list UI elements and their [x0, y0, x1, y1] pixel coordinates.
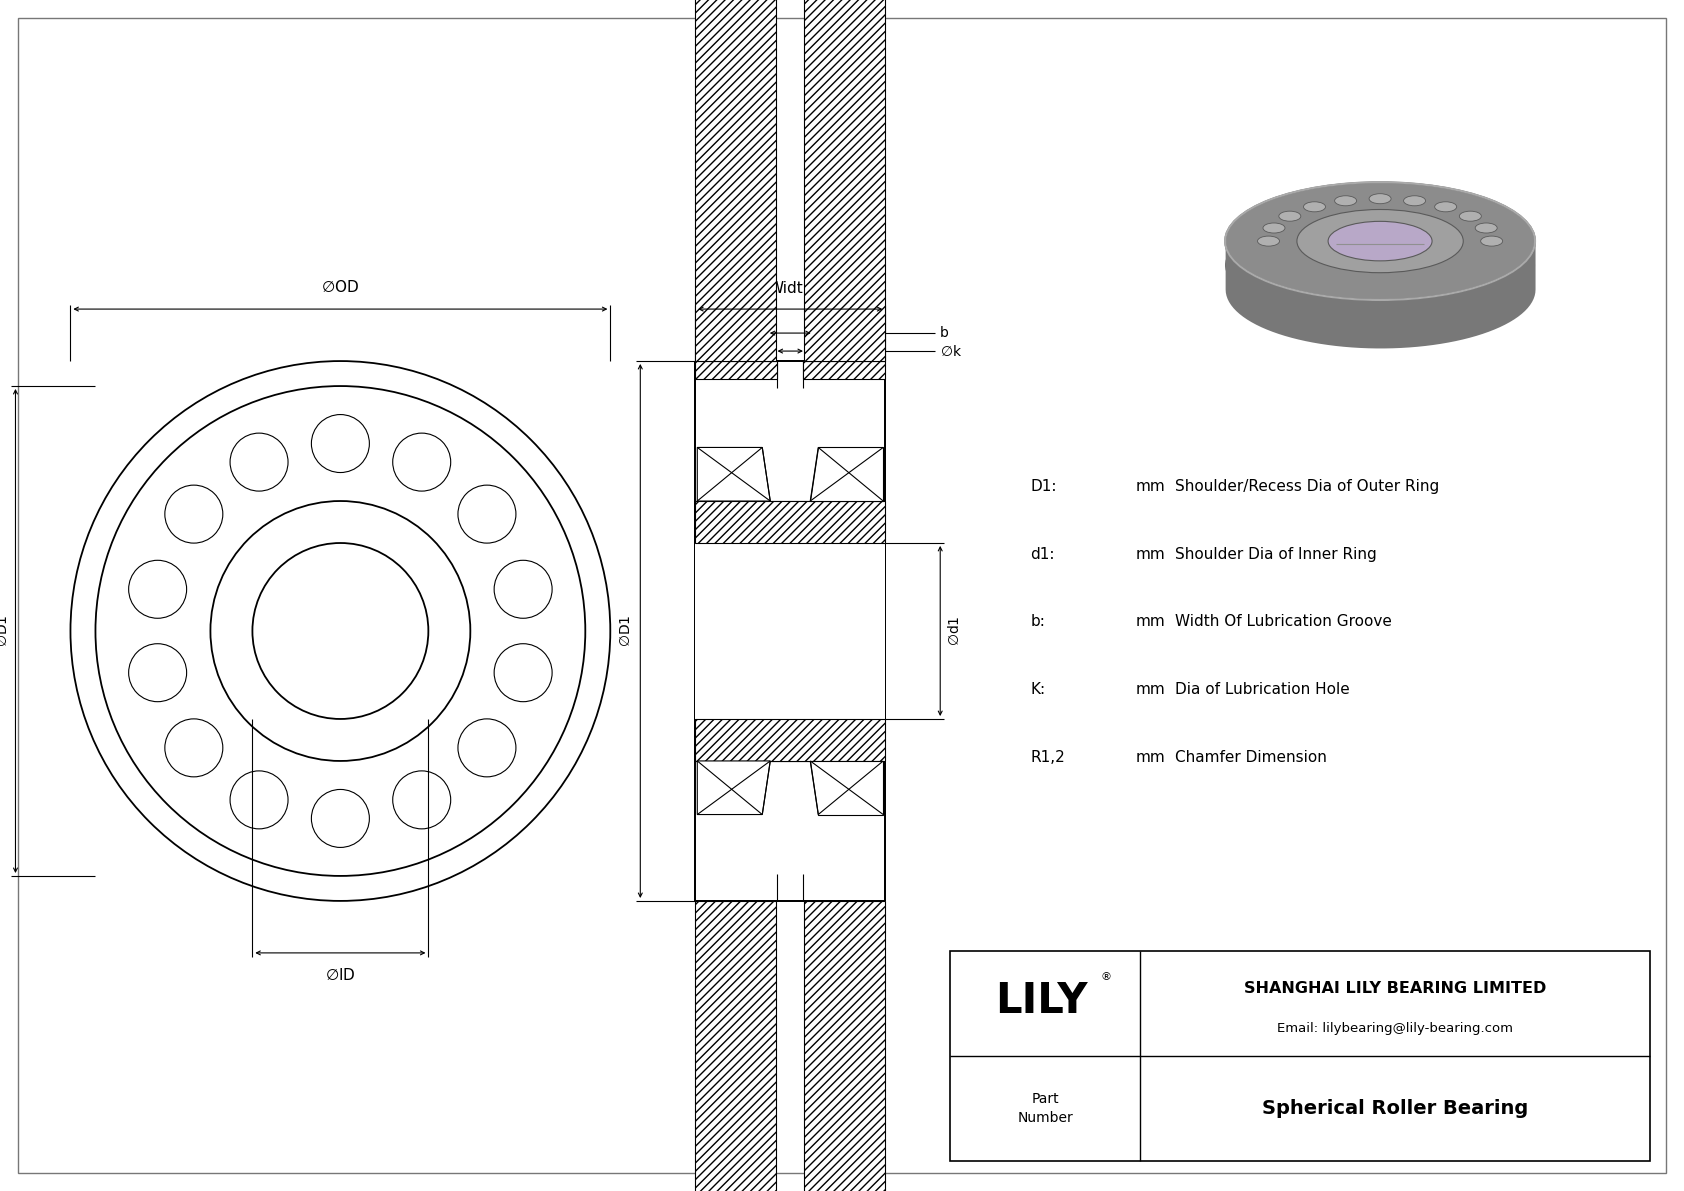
Ellipse shape	[1226, 206, 1536, 324]
Text: Dia of Lubrication Hole: Dia of Lubrication Hole	[1175, 682, 1351, 698]
Text: Part
Number: Part Number	[1017, 1092, 1073, 1125]
Polygon shape	[695, 719, 886, 761]
Text: ®: ®	[1101, 972, 1111, 983]
Text: D1:: D1:	[1031, 479, 1056, 493]
Polygon shape	[803, 361, 886, 379]
Ellipse shape	[1278, 211, 1300, 222]
Text: Chamfer Dimension: Chamfer Dimension	[1175, 750, 1327, 766]
Polygon shape	[805, 900, 886, 1191]
Ellipse shape	[1297, 210, 1463, 273]
Polygon shape	[697, 761, 770, 815]
Text: Width Of Lubrication Groove: Width Of Lubrication Groove	[1175, 615, 1393, 630]
Text: $\varnothing$k: $\varnothing$k	[940, 343, 962, 358]
Ellipse shape	[1329, 222, 1431, 261]
Ellipse shape	[1369, 194, 1391, 204]
Text: mm: mm	[1135, 615, 1165, 630]
Ellipse shape	[1258, 236, 1280, 247]
Text: mm: mm	[1135, 479, 1165, 493]
Text: Shoulder Dia of Inner Ring: Shoulder Dia of Inner Ring	[1175, 547, 1378, 561]
Ellipse shape	[1263, 223, 1285, 233]
Text: b:: b:	[1031, 615, 1046, 630]
Text: SHANGHAI LILY BEARING LIMITED: SHANGHAI LILY BEARING LIMITED	[1244, 981, 1546, 996]
Text: $\varnothing$D1: $\varnothing$D1	[620, 615, 633, 647]
Ellipse shape	[1226, 182, 1536, 300]
Ellipse shape	[1480, 236, 1502, 247]
Polygon shape	[697, 448, 770, 501]
Polygon shape	[695, 900, 776, 1191]
Text: d1:: d1:	[1031, 547, 1054, 561]
Polygon shape	[950, 950, 1650, 1161]
Ellipse shape	[1303, 201, 1325, 212]
Ellipse shape	[1335, 195, 1357, 206]
Text: Spherical Roller Bearing: Spherical Roller Bearing	[1261, 1099, 1527, 1118]
Ellipse shape	[1460, 211, 1482, 222]
Text: Shoulder/Recess Dia of Outer Ring: Shoulder/Recess Dia of Outer Ring	[1175, 479, 1440, 493]
Text: $\varnothing$D1: $\varnothing$D1	[0, 615, 10, 647]
Ellipse shape	[1435, 201, 1457, 212]
Text: $\varnothing$ID: $\varnothing$ID	[325, 967, 355, 983]
Text: $\varnothing$OD: $\varnothing$OD	[322, 279, 359, 295]
Ellipse shape	[1475, 223, 1497, 233]
Text: mm: mm	[1135, 750, 1165, 766]
Text: $\varnothing$d1: $\varnothing$d1	[946, 616, 962, 647]
Polygon shape	[805, 0, 886, 361]
Ellipse shape	[1403, 195, 1426, 206]
Text: Email: lilybearing@lily-bearing.com: Email: lilybearing@lily-bearing.com	[1276, 1022, 1514, 1035]
Text: LILY: LILY	[995, 980, 1088, 1022]
Text: mm: mm	[1135, 547, 1165, 561]
Polygon shape	[695, 501, 886, 543]
Text: K:: K:	[1031, 682, 1046, 698]
Polygon shape	[695, 0, 776, 361]
Polygon shape	[810, 761, 882, 815]
Polygon shape	[810, 448, 882, 501]
Text: mm: mm	[1135, 682, 1165, 698]
Text: b: b	[940, 326, 950, 341]
Polygon shape	[695, 361, 778, 379]
Polygon shape	[695, 543, 886, 719]
Text: R1,2: R1,2	[1031, 750, 1064, 766]
Text: Width: Width	[768, 281, 812, 297]
